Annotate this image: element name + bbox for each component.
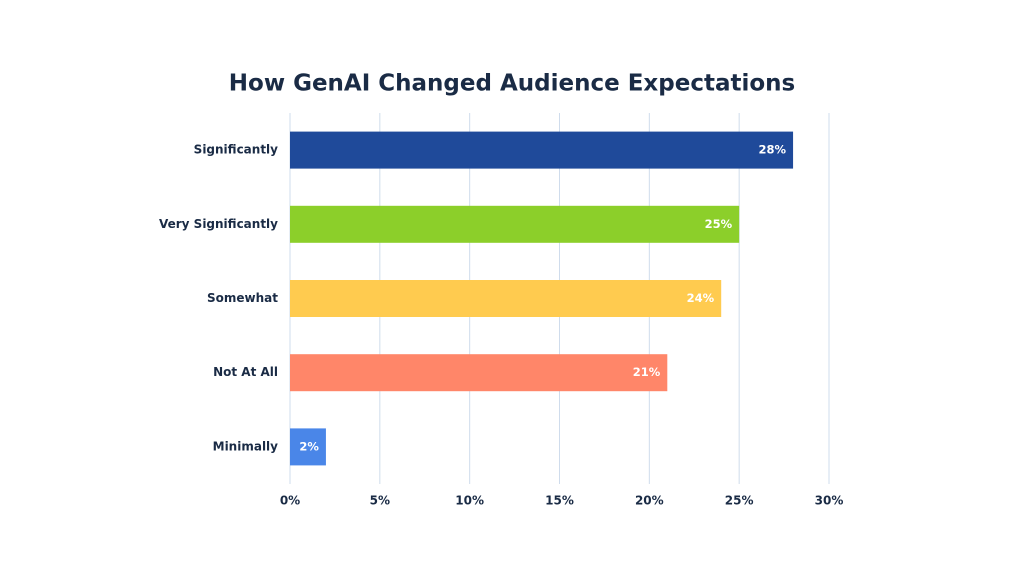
x-tick-label: 30% bbox=[815, 494, 844, 508]
x-tick-label: 10% bbox=[455, 494, 484, 508]
x-tick-label: 25% bbox=[725, 494, 754, 508]
value-label: 24% bbox=[687, 291, 715, 305]
value-label: 28% bbox=[759, 143, 787, 157]
x-tick-label: 5% bbox=[370, 494, 390, 508]
value-label: 2% bbox=[299, 439, 319, 453]
y-tick-label: Minimally bbox=[213, 439, 279, 453]
chart-title: How GenAI Changed Audience Expectations bbox=[229, 71, 795, 97]
bar bbox=[290, 205, 740, 243]
bar bbox=[290, 131, 794, 169]
value-label: 25% bbox=[705, 217, 733, 231]
bar bbox=[290, 428, 326, 466]
x-tick-label: 20% bbox=[635, 494, 664, 508]
value-label: 21% bbox=[633, 365, 661, 379]
y-tick-label: Significantly bbox=[194, 143, 279, 157]
y-tick-label: Very Significantly bbox=[159, 217, 278, 231]
bar bbox=[290, 280, 722, 317]
y-tick-label: Somewhat bbox=[207, 291, 278, 305]
bar bbox=[290, 354, 668, 392]
y-tick-label: Not At All bbox=[213, 365, 278, 379]
x-tick-label: 0% bbox=[280, 494, 300, 508]
x-tick-label: 15% bbox=[545, 494, 574, 508]
